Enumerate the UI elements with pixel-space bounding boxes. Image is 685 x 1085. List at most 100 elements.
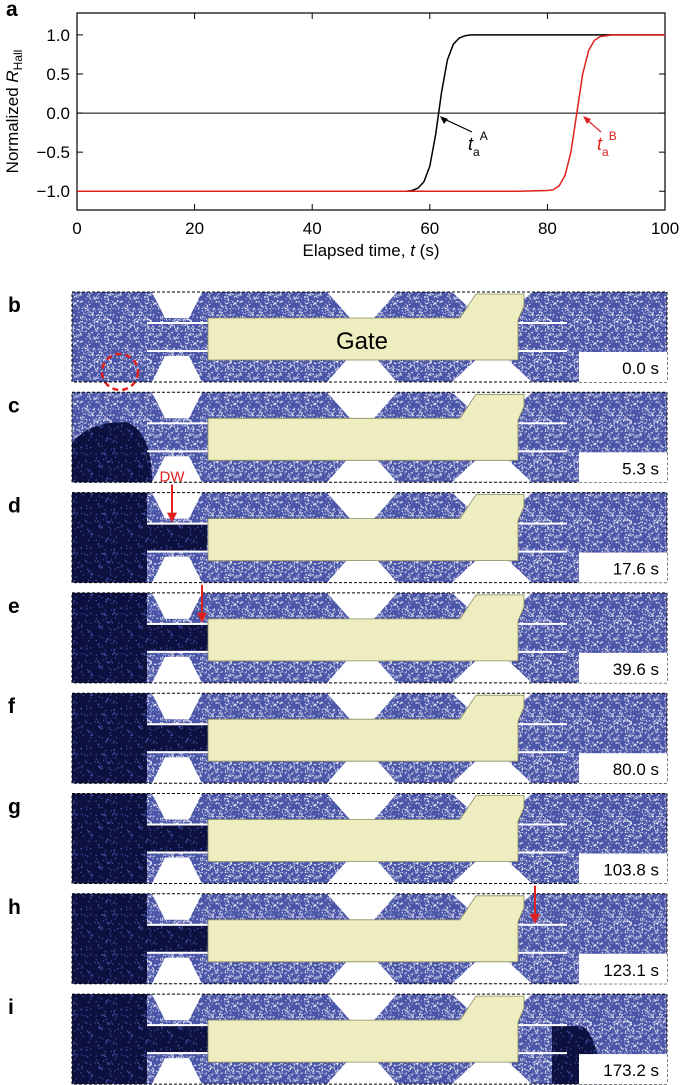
channel [452, 957, 532, 984]
channel [152, 994, 202, 1021]
channel [452, 356, 532, 382]
channel [327, 392, 397, 419]
channel [327, 994, 397, 1021]
panel-frame [71, 993, 668, 1085]
image-panel: 123.1 s h [8, 885, 668, 985]
time-box [579, 452, 667, 483]
image-panel: 80.0 s f [8, 692, 668, 784]
gate [207, 795, 525, 862]
channel [452, 1058, 532, 1085]
gate-label: Gate [336, 328, 388, 355]
channel [152, 492, 202, 519]
channel [327, 556, 397, 583]
image-panel: 17.6 s d DW [8, 469, 668, 584]
annotation-arrow [441, 117, 473, 133]
x-tick-label: 100 [651, 219, 679, 238]
annotation-text: t [468, 134, 474, 154]
time-box [579, 753, 667, 784]
channel [327, 957, 397, 984]
channel [152, 857, 202, 884]
channel [327, 292, 397, 318]
x-axis-label-unit: (s) [415, 241, 440, 260]
y-axis-label-sub: Hall [11, 50, 25, 71]
x-axis-label-var: t [410, 241, 416, 260]
channel [152, 356, 202, 382]
time-box [579, 953, 667, 984]
gate [207, 895, 525, 963]
data-line [77, 34, 665, 192]
time-box [579, 652, 667, 683]
channel [327, 857, 397, 884]
channel [152, 893, 202, 920]
dw-label: DW [160, 469, 186, 486]
annotation-sup: A [480, 129, 488, 143]
annotation: taA [468, 129, 488, 159]
panel-label: b [8, 294, 21, 317]
time-box [579, 352, 667, 382]
reversed-domain [72, 793, 212, 884]
channel [327, 757, 397, 784]
reversed-domain [72, 994, 222, 1085]
gate [207, 494, 525, 562]
y-axis-label-text: Normalized [3, 83, 22, 174]
time-label: 0.0 s [622, 359, 659, 378]
y-tick-label: 1.0 [46, 26, 70, 45]
x-axis-label: Elapsed time, t (s) [302, 241, 439, 260]
x-tick-label: 40 [303, 219, 322, 238]
annotation-text: t [597, 134, 603, 154]
panel-frame [71, 291, 668, 383]
image-panel: 173.2 s i [8, 993, 668, 1085]
image-panel: 103.8 s g [8, 793, 668, 884]
channel [152, 556, 202, 583]
image-panel: 39.6 s e [8, 584, 668, 684]
time-label: 80.0 s [613, 760, 659, 779]
channel [327, 356, 397, 382]
time-label: 5.3 s [622, 459, 659, 478]
gate [207, 694, 525, 762]
panel-label: d [8, 495, 21, 518]
annotation-sub: a [602, 145, 609, 159]
panel-label: g [8, 796, 21, 819]
gate [207, 995, 525, 1063]
panel-label: e [8, 595, 20, 618]
channel [327, 793, 397, 820]
panel-frame [71, 592, 668, 684]
channel [327, 592, 397, 619]
reversed-domain [72, 693, 212, 784]
reversed-domain [72, 592, 212, 683]
dw-arrowhead [167, 512, 177, 523]
time-label: 39.6 s [613, 660, 659, 679]
annotation-sub: a [473, 145, 480, 159]
gate [207, 594, 525, 662]
time-box [579, 552, 667, 583]
panel-label: c [8, 394, 20, 417]
channel [152, 456, 202, 483]
image-panel: Gate 0.0 s b [8, 291, 668, 392]
panel-frame [71, 391, 668, 483]
dw-arrowhead [197, 612, 207, 623]
y-tick-label: 0.5 [46, 65, 70, 84]
channel [152, 392, 202, 419]
channel [452, 757, 532, 784]
channel [152, 693, 202, 720]
y-tick-label: −0.5 [36, 143, 70, 162]
panel-label: h [8, 896, 21, 919]
y-axis-label: Normalized RHall [3, 50, 25, 174]
channel [152, 592, 202, 619]
y-axis-label-var: R [3, 70, 22, 82]
panel-label: a [6, 0, 18, 21]
time-label: 123.1 s [603, 961, 659, 980]
channel [452, 656, 532, 683]
channel [327, 893, 397, 920]
channel [327, 693, 397, 720]
time-label: 173.2 s [603, 1061, 659, 1080]
x-tick-label: 80 [538, 219, 557, 238]
panel-frame [71, 793, 668, 884]
time-label: 103.8 s [603, 861, 659, 880]
channel [327, 492, 397, 519]
annotation-arrowhead [440, 116, 448, 124]
channel [152, 757, 202, 784]
time-box [579, 853, 667, 884]
channel [452, 456, 532, 483]
